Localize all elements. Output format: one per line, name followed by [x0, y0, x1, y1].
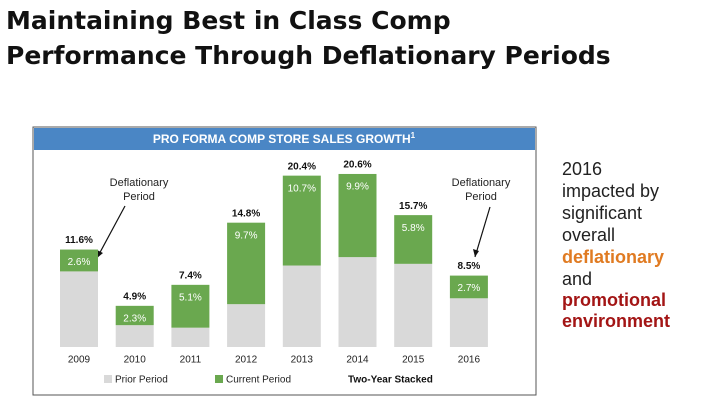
x-tick-label: 2014 [346, 355, 369, 366]
x-tick-label: 2016 [458, 355, 481, 366]
side-note-emphasis: environment [562, 311, 670, 331]
bar-segment [171, 327, 210, 347]
total-label: 8.5% [458, 261, 481, 272]
bar-segment [282, 265, 321, 347]
x-tick-label: 2009 [68, 355, 91, 366]
value-label: 2.7% [458, 283, 481, 294]
side-note: significant [562, 203, 642, 223]
annotation: Period [123, 191, 155, 203]
bar-segment [115, 325, 154, 347]
total-label: 11.6% [65, 235, 93, 246]
side-note: and [562, 269, 592, 289]
bar-segment [171, 284, 210, 328]
bar-segment [282, 175, 321, 266]
bar-segment [60, 271, 98, 347]
side-note: impacted by [562, 181, 659, 201]
bar-segment [394, 263, 433, 347]
arrow-head [97, 250, 103, 258]
chart-header [34, 128, 535, 150]
value-label: 2.3% [123, 313, 146, 324]
chart-title-text: PRO FORMA COMP STORE SALES GROWTH [153, 132, 411, 146]
side-note-emphasis: promotional [562, 290, 666, 310]
legend-note: Two-Year Stacked [348, 375, 433, 386]
x-tick-label: 2012 [235, 355, 258, 366]
total-label: 4.9% [123, 291, 146, 302]
total-label: 7.4% [179, 270, 202, 281]
annotation: Deflationary [452, 177, 511, 189]
x-tick-label: 2011 [180, 355, 202, 366]
annotation: Period [465, 191, 497, 203]
value-label: 10.7% [288, 183, 316, 194]
bar-segment [227, 304, 266, 347]
value-label: 2.6% [68, 257, 91, 268]
side-note: overall [562, 225, 615, 245]
slide-title: Performance Through Deflationary Periods [6, 41, 611, 70]
bar-segment [449, 298, 488, 347]
legend-swatch [215, 375, 223, 383]
value-label: 5.1% [179, 292, 202, 303]
legend-label: Prior Period [115, 375, 168, 386]
slide-title: Maintaining Best in Class Comp [6, 6, 451, 35]
side-note-emphasis: deflationary [562, 247, 664, 267]
value-label: 9.9% [346, 182, 369, 193]
bar-segment [449, 275, 488, 299]
x-tick-label: 2010 [124, 355, 147, 366]
side-note: 2016 [562, 159, 602, 179]
total-label: 20.4% [288, 161, 316, 172]
x-tick-label: 2013 [291, 355, 314, 366]
legend-label: Current Period [226, 375, 291, 386]
bar-segment [115, 305, 154, 326]
legend-swatch [104, 375, 112, 383]
arrow [96, 205, 126, 259]
total-label: 20.6% [343, 160, 371, 171]
total-label: 14.8% [232, 208, 260, 219]
value-label: 5.8% [402, 223, 425, 234]
x-tick-label: 2015 [402, 355, 425, 366]
bar-segment [394, 215, 433, 264]
annotation: Deflationary [110, 177, 169, 189]
chart-title: PRO FORMA COMP STORE SALES GROWTH1 [153, 131, 416, 146]
total-label: 15.7% [399, 201, 427, 212]
arrow [474, 206, 491, 258]
bar-segment [338, 257, 377, 347]
bar-segment [227, 222, 266, 305]
bar-segment [60, 249, 98, 272]
footnote-marker: 1 [411, 131, 416, 140]
value-label: 9.7% [235, 230, 258, 241]
bar-segment [338, 173, 377, 258]
arrow-head [473, 249, 479, 257]
